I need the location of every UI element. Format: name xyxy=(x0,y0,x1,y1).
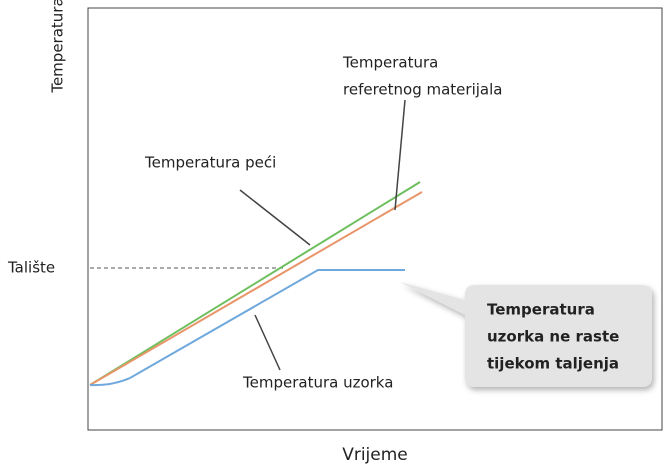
pointer xyxy=(239,189,311,246)
curve-label: Temperatura xyxy=(342,54,438,72)
x-axis-label: Vrijeme xyxy=(342,445,408,465)
pointer xyxy=(394,99,406,211)
callout-text: tijekom taljenja xyxy=(487,355,619,373)
curve-label: Temperatura uzorka xyxy=(242,374,393,392)
pointer xyxy=(254,314,281,371)
plot-frame xyxy=(87,7,663,431)
callout-box xyxy=(400,282,652,387)
y-axis-label: Temperatura xyxy=(49,0,67,94)
furnace-curve xyxy=(89,181,421,386)
curve-label: Temperatura peći xyxy=(144,154,276,172)
callout-text: uzorka ne raste xyxy=(487,328,619,346)
curve-label: referetnog materijala xyxy=(343,81,502,99)
reference-curve xyxy=(89,191,423,386)
sample-curve xyxy=(89,269,405,387)
callout-text: Temperatura xyxy=(487,301,595,319)
melting-point-label: Talište xyxy=(7,259,55,277)
